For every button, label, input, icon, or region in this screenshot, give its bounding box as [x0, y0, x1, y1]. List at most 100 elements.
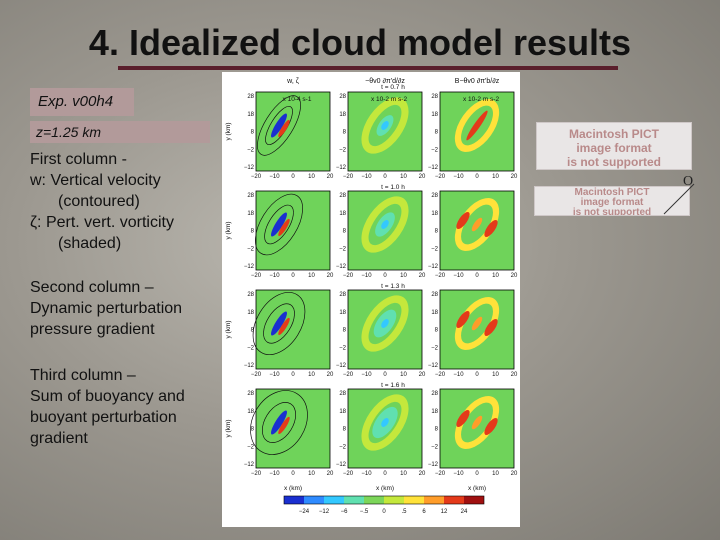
y-tick-label: −12: [244, 462, 255, 468]
buoyancy-core: [471, 217, 483, 232]
y-tick-label: 28: [431, 391, 438, 397]
vorticity-shading: [271, 311, 287, 336]
pressure-gradient-core: [381, 319, 389, 328]
y-tick-label: −2: [247, 444, 255, 450]
x-tick-label: 10: [400, 273, 407, 279]
vorticity-shading: [278, 317, 290, 336]
first-column-line-1: w: Vertical velocity: [30, 172, 161, 189]
x-tick-label: −20: [251, 471, 262, 477]
time-label: t = 0.7 h: [381, 84, 405, 91]
x-tick-label: −10: [361, 372, 372, 378]
pict-placeholder-2: Macintosh PICT image format is not suppo…: [534, 186, 690, 216]
buoyancy-core: [456, 310, 470, 329]
y-tick-label: 18: [431, 310, 438, 316]
column-header: w, ζ: [286, 78, 299, 85]
x-tick-label: 10: [400, 372, 407, 378]
x-tick-label: 0: [291, 273, 295, 279]
units-label: x 10-2 m s-2: [463, 96, 500, 103]
x-tick-label: 0: [475, 471, 479, 477]
pict-placeholder-2-line-3: is not supported: [572, 207, 652, 216]
colorbar-tick-label: −.5: [360, 509, 369, 515]
colorbar-segment: [304, 496, 324, 504]
marker-label: O: [683, 174, 694, 189]
buoyancy-core: [484, 219, 498, 238]
x-tick-label: 20: [327, 471, 334, 477]
y-tick-label: 8: [435, 229, 439, 235]
colorbar-tick-label: 24: [461, 509, 468, 515]
y-tick-label: 18: [339, 211, 346, 217]
x-tick-label: 10: [308, 174, 315, 180]
x-tick-label: 20: [419, 471, 426, 477]
third-column-line-3: buoyant perturbation: [30, 409, 177, 426]
vorticity-shading: [271, 410, 287, 435]
first-column-heading: First column -: [30, 151, 127, 168]
y-tick-label: −12: [336, 165, 347, 171]
time-label: t = 1.0 h: [381, 184, 405, 191]
colorbar-segment: [464, 496, 484, 504]
x-tick-label: 10: [492, 273, 499, 279]
third-column-description: Third column – Sum of buoyancy and buoya…: [30, 365, 220, 449]
x-tick-label: 0: [383, 372, 387, 378]
colorbar-tick-label: .5: [401, 509, 407, 515]
x-tick-label: 20: [327, 273, 334, 279]
buoyancy-core: [456, 211, 470, 230]
buoyancy-core: [456, 409, 470, 428]
first-column-line-3: ζ: Pert. vert. vorticity: [30, 214, 174, 231]
y-tick-label: −2: [247, 345, 255, 351]
x-tick-label: −20: [343, 174, 354, 180]
x-tick-label: 10: [308, 273, 315, 279]
x-tick-label: 20: [511, 174, 518, 180]
x-tick-label: −20: [435, 273, 446, 279]
y-tick-label: 8: [435, 130, 439, 136]
colorbar-segment: [384, 496, 404, 504]
vorticity-shading: [278, 218, 290, 237]
colorbar-tick-label: 12: [441, 509, 448, 515]
x-tick-label: 20: [419, 372, 426, 378]
vorticity-shading: [278, 119, 290, 138]
second-column-line-2: Dynamic perturbation: [30, 300, 183, 317]
y-tick-label: −2: [339, 444, 347, 450]
y-tick-label: −2: [431, 444, 439, 450]
colorbar-tick-label: −6: [341, 509, 349, 515]
y-tick-label: 28: [431, 292, 438, 298]
third-column-line-2: Sum of buoyancy and: [30, 388, 185, 405]
y-tick-label: 28: [339, 391, 346, 397]
x-tick-label: −20: [343, 273, 354, 279]
colorbar-segment: [284, 496, 304, 504]
w-contour: [263, 303, 295, 344]
w-contour: [252, 292, 306, 355]
experiment-label: Exp. v00h4: [30, 88, 134, 116]
y-axis-label: y (km): [225, 320, 232, 338]
x-tick-label: −10: [269, 273, 280, 279]
y-tick-label: 8: [435, 427, 439, 433]
x-tick-label: 20: [327, 372, 334, 378]
x-tick-label: −20: [251, 273, 262, 279]
pointer-line: [663, 183, 695, 215]
y-tick-label: 28: [339, 94, 346, 100]
second-column-line-1: Second column –: [30, 279, 154, 296]
x-tick-label: 10: [308, 372, 315, 378]
pressure-gradient-core: [381, 121, 389, 130]
x-tick-label: 20: [511, 273, 518, 279]
y-tick-label: 18: [339, 310, 346, 316]
y-tick-label: 18: [247, 310, 254, 316]
x-tick-label: −20: [435, 174, 446, 180]
x-tick-label: 0: [291, 372, 295, 378]
x-tick-label: 20: [419, 273, 426, 279]
y-tick-label: 18: [247, 409, 254, 415]
y-tick-label: −2: [339, 345, 347, 351]
colorbar-tick-label: −24: [299, 509, 310, 515]
x-tick-label: 0: [383, 471, 387, 477]
colorbar-segment: [404, 496, 424, 504]
y-tick-label: −2: [247, 147, 255, 153]
y-tick-label: 28: [431, 193, 438, 199]
y-tick-label: 28: [247, 94, 254, 100]
model-results-figure: w, ζ −θv0 ∂π'd/∂z B−θv0 ∂π'b/∂z 28 18 8 −2 −12 −…: [222, 72, 520, 527]
y-tick-label: 18: [339, 409, 346, 415]
panel-grid-svg: w, ζ −θv0 ∂π'd/∂z B−θv0 ∂π'b/∂z 28 18 8 −2 −12 −…: [225, 78, 518, 515]
pict-placeholder-1-line-3: is not supported: [567, 155, 661, 169]
x-tick-label: −20: [251, 174, 262, 180]
vorticity-shading: [271, 113, 287, 138]
x-tick-label: 0: [291, 174, 295, 180]
x-tick-label: −10: [453, 471, 464, 477]
